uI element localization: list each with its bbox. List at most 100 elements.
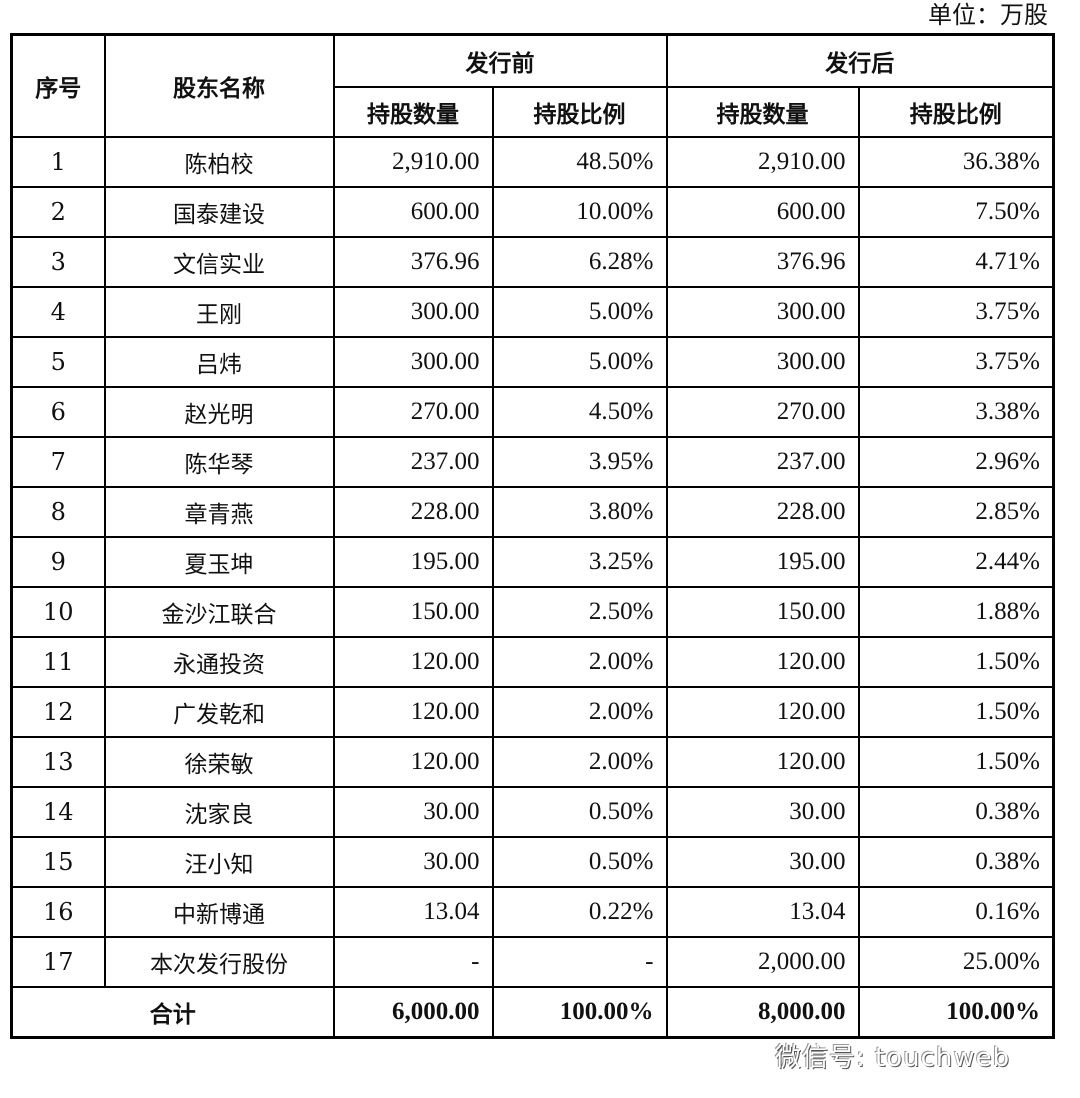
table-row: 9 夏玉坤 195.00 3.25% 195.00 2.44% xyxy=(10,535,1055,588)
after-shares: 120.00 xyxy=(665,735,860,788)
header-after-shares: 持股数量 xyxy=(665,85,860,138)
after-ratio: 2.85% xyxy=(857,485,1055,538)
before-ratio: 48.50% xyxy=(491,135,668,188)
row-index: 7 xyxy=(10,435,106,488)
table-row: 17 本次发行股份 - -2,000.00 25.00% xyxy=(10,935,1055,988)
total-after-ratio: 100.00% xyxy=(857,985,1055,1038)
after-shares: 2,910.00 xyxy=(665,135,860,188)
after-ratio: 3.75% xyxy=(857,285,1055,338)
after-shares: 150.00 xyxy=(665,585,860,638)
shareholder-name: 王刚 xyxy=(103,285,335,338)
shareholder-name: 中新博通 xyxy=(103,885,335,938)
shareholder-name: 金沙江联合 xyxy=(103,585,335,638)
row-index: 6 xyxy=(10,385,106,438)
after-shares: 228.00 xyxy=(665,485,860,538)
after-ratio: 2.96% xyxy=(857,435,1055,488)
total-after-shares: 8,000.00 xyxy=(665,985,860,1038)
header-before-shares: 持股数量 xyxy=(332,85,494,138)
row-index: 14 xyxy=(10,785,106,838)
shareholder-name: 国泰建设 xyxy=(103,185,335,238)
after-shares: 300.00 xyxy=(665,285,860,338)
shareholder-name: 徐荣敏 xyxy=(103,735,335,788)
table-row: 7 陈华琴 237.00 3.95% 237.00 2.96% xyxy=(10,435,1055,488)
row-index: 12 xyxy=(10,685,106,738)
before-ratio: 2.00% xyxy=(491,635,668,688)
after-ratio: 25.00% xyxy=(857,935,1055,988)
shareholder-name: 沈家良 xyxy=(103,785,335,838)
shareholder-name: 文信实业 xyxy=(103,235,335,288)
total-before-ratio: 100.00% xyxy=(491,985,668,1038)
before-ratio: 3.80% xyxy=(491,485,668,538)
row-index: 16 xyxy=(10,885,106,938)
table-row: 1 陈柏校 2,910.00 48.50% 2,910.00 36.38% xyxy=(10,135,1055,188)
before-shares: 195.00 xyxy=(332,535,494,588)
table-row: 12 广发乾和 120.00 2.00% 120.00 1.50% xyxy=(10,685,1055,738)
table-row: 15 汪小知 30.00 0.50% 30.00 0.38% xyxy=(10,835,1055,888)
header-after-ratio: 持股比例 xyxy=(857,85,1055,138)
table-row: 4 王刚 300.00 5.00% 300.00 3.75% xyxy=(10,285,1055,338)
before-shares: 2,910.00 xyxy=(332,135,494,188)
header-before: 发行前 xyxy=(332,33,668,88)
before-ratio: 3.95% xyxy=(491,435,668,488)
table-row: 8 章青燕 228.00 3.80% 228.00 2.85% xyxy=(10,485,1055,538)
after-shares: 270.00 xyxy=(665,385,860,438)
before-ratio: - xyxy=(491,935,668,988)
row-index: 9 xyxy=(10,535,106,588)
before-shares: 120.00 xyxy=(332,735,494,788)
table-row: 3 文信实业 376.96 6.28% 376.96 4.71% xyxy=(10,235,1055,288)
after-ratio: 0.38% xyxy=(857,835,1055,888)
after-ratio: 0.16% xyxy=(857,885,1055,938)
after-ratio: 36.38% xyxy=(857,135,1055,188)
shareholder-name: 赵光明 xyxy=(103,385,335,438)
before-shares: 237.00 xyxy=(332,435,494,488)
before-shares: 30.00 xyxy=(332,835,494,888)
after-shares: 30.00 xyxy=(665,785,860,838)
after-shares: 195.00 xyxy=(665,535,860,588)
before-shares: 270.00 xyxy=(332,385,494,438)
before-shares: 228.00 xyxy=(332,485,494,538)
before-ratio: 3.25% xyxy=(491,535,668,588)
shareholder-name: 陈柏校 xyxy=(103,135,335,188)
shareholder-name: 永通投资 xyxy=(103,635,335,688)
row-index: 1 xyxy=(10,135,106,188)
after-shares: 376.96 xyxy=(665,235,860,288)
after-ratio: 4.71% xyxy=(857,235,1055,288)
after-ratio: 7.50% xyxy=(857,185,1055,238)
row-index: 17 xyxy=(10,935,106,988)
table-row: 10 金沙江联合 150.00 2.50% 150.00 1.88% xyxy=(10,585,1055,638)
before-shares: 600.00 xyxy=(332,185,494,238)
before-ratio: 2.00% xyxy=(491,735,668,788)
shareholder-name: 本次发行股份 xyxy=(103,935,335,988)
before-ratio: 6.28% xyxy=(491,235,668,288)
after-shares: 2,000.00 xyxy=(665,935,860,988)
before-ratio: 4.50% xyxy=(491,385,668,438)
after-ratio: 1.50% xyxy=(857,685,1055,738)
after-shares: 13.04 xyxy=(665,885,860,938)
table-row: 2 国泰建设 600.00 10.00% 600.00 7.50% xyxy=(10,185,1055,238)
after-shares: 237.00 xyxy=(665,435,860,488)
table-row: 16 中新博通 13.04 0.22% 13.04 0.16% xyxy=(10,885,1055,938)
row-index: 4 xyxy=(10,285,106,338)
row-index: 11 xyxy=(10,635,106,688)
table-row: 11 永通投资 120.00 2.00% 120.00 1.50% xyxy=(10,635,1055,688)
before-shares: 13.04 xyxy=(332,885,494,938)
before-shares: 150.00 xyxy=(332,585,494,638)
before-shares: 120.00 xyxy=(332,685,494,738)
table-row: 5 吕炜 300.00 5.00% 300.00 3.75% xyxy=(10,335,1055,388)
after-shares: 300.00 xyxy=(665,335,860,388)
shareholder-name: 陈华琴 xyxy=(103,435,335,488)
after-ratio: 1.50% xyxy=(857,635,1055,688)
watermark: 微信号: touchweb xyxy=(775,1043,1011,1073)
unit-label: 单位：万股 xyxy=(928,1,1048,29)
after-ratio: 2.44% xyxy=(857,535,1055,588)
before-ratio: 0.22% xyxy=(491,885,668,938)
before-ratio: 0.50% xyxy=(491,785,668,838)
before-ratio: 2.50% xyxy=(491,585,668,638)
shareholder-name: 夏玉坤 xyxy=(103,535,335,588)
before-shares: 300.00 xyxy=(332,335,494,388)
before-ratio: 5.00% xyxy=(491,285,668,338)
shareholder-name: 汪小知 xyxy=(103,835,335,888)
after-shares: 120.00 xyxy=(665,685,860,738)
after-shares: 30.00 xyxy=(665,835,860,888)
row-index: 10 xyxy=(10,585,106,638)
